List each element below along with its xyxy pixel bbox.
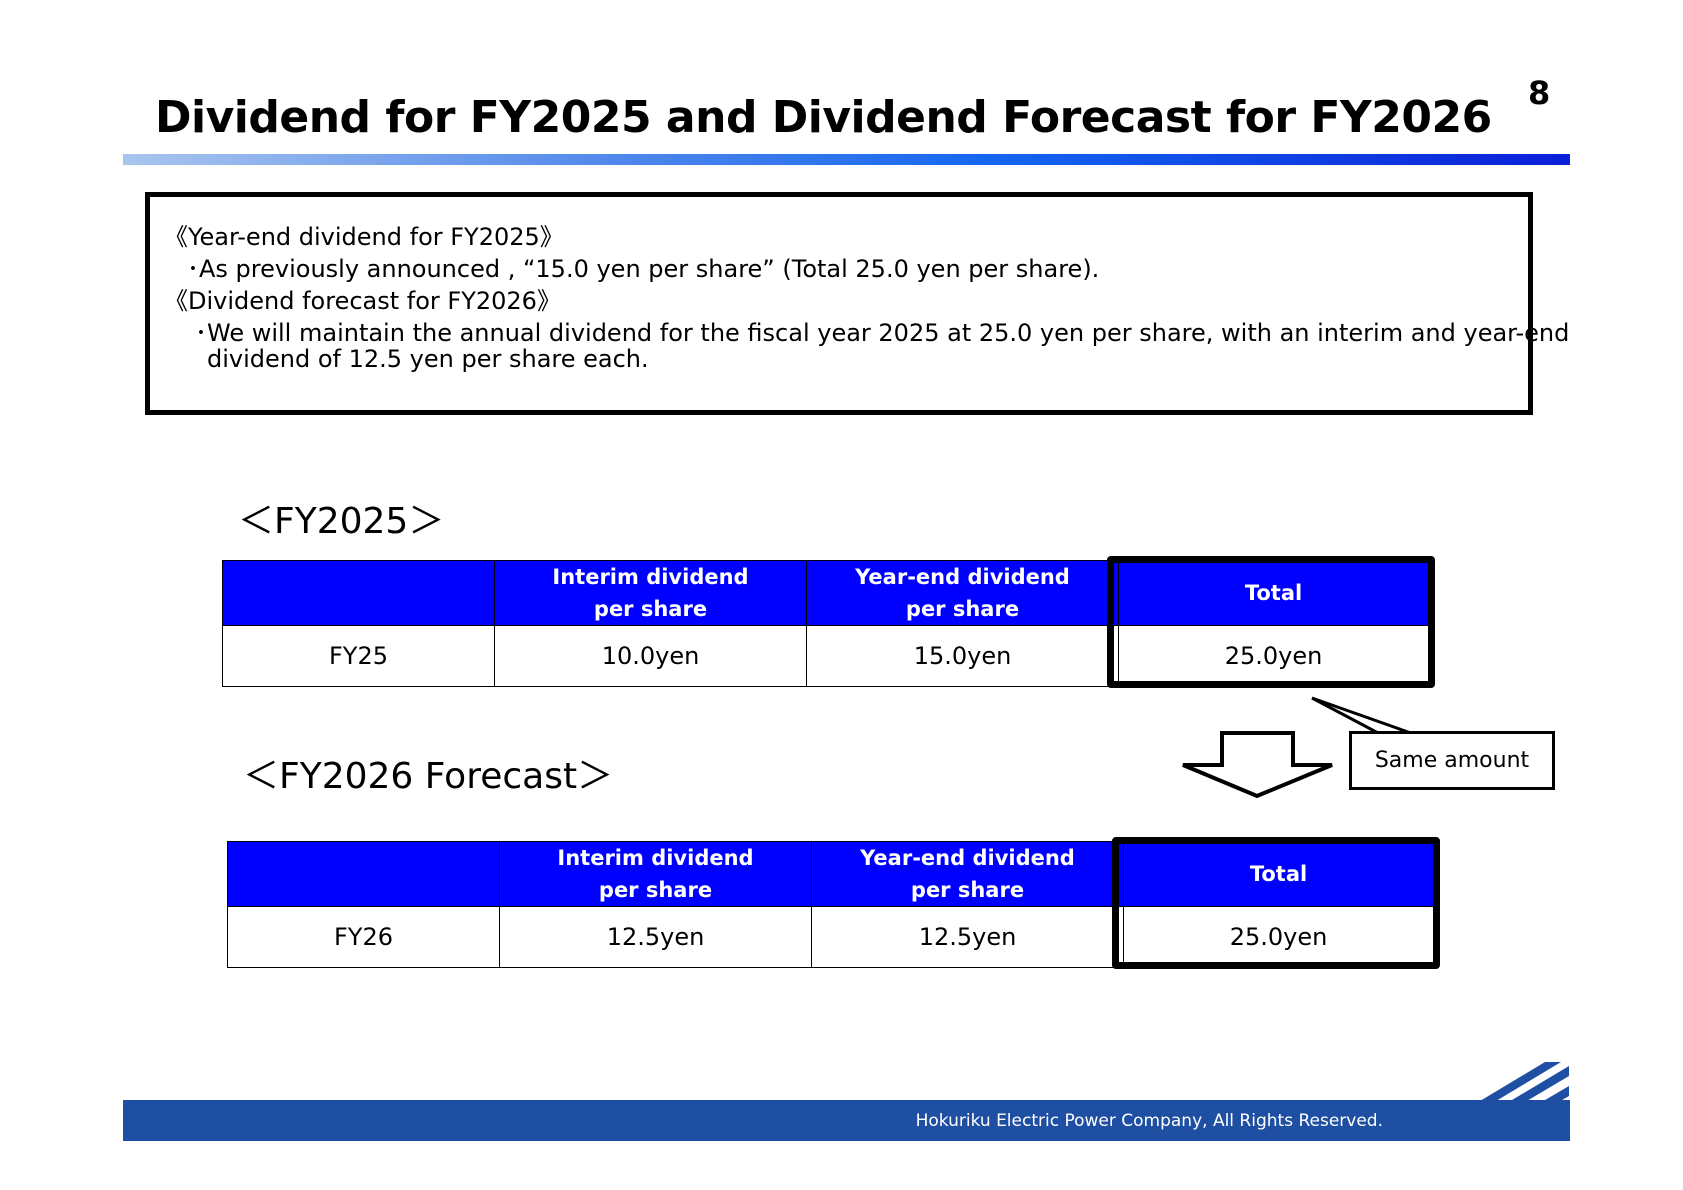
fy2025-dividend-table: Interim dividend per share Year-end divi… [222, 560, 1429, 687]
row-total-value: 25.0yen [1118, 625, 1429, 687]
fy2026-dividend-table: Interim dividend per share Year-end divi… [227, 841, 1434, 968]
header-yearend: Year-end dividend per share [811, 841, 1124, 907]
header-total: Total [1123, 841, 1434, 907]
row-label: FY25 [222, 625, 495, 687]
same-amount-callout: Same amount [1349, 731, 1555, 790]
row-interim-value: 12.5yen [499, 906, 812, 968]
page-number: 8 [1528, 74, 1551, 112]
footer-bar [123, 1100, 1570, 1141]
fy2025-heading: ＜FY2025＞ [238, 501, 445, 542]
header-yearend-line2: per share [905, 597, 1020, 621]
summary-box: 《Year-end dividend for FY2025》 ･As previ… [145, 192, 1569, 415]
row-total-value: 25.0yen [1123, 906, 1434, 968]
fy2025-total-highlight-frame [1107, 556, 1435, 688]
header-interim-line1: Interim dividend [557, 846, 754, 870]
header-empty-cell [222, 560, 495, 626]
header-interim: Interim dividend per share [499, 841, 812, 907]
row-interim-value: 10.0yen [494, 625, 807, 687]
header-interim: Interim dividend per share [494, 560, 807, 626]
table-header-row: Interim dividend per share Year-end divi… [222, 560, 1429, 626]
summary-heading-fy2025: 《Year-end dividend for FY2025》 [164, 223, 564, 251]
header-yearend: Year-end dividend per share [806, 560, 1119, 626]
header-yearend-line1: Year-end dividend [860, 846, 1075, 870]
header-interim-line2: per share [593, 597, 708, 621]
table-row: FY26 12.5yen 12.5yen 25.0yen [227, 906, 1434, 968]
fy2026-heading: ＜FY2026 Forecast＞ [243, 756, 614, 797]
header-empty-cell [227, 841, 500, 907]
stripes-logo-icon [1415, 1062, 1569, 1140]
header-yearend-line2: per share [910, 878, 1025, 902]
title-underline-bar [123, 154, 1570, 165]
fy2026-total-highlight-frame [1112, 837, 1440, 969]
header-interim-line1: Interim dividend [552, 565, 749, 589]
row-label: FY26 [227, 906, 500, 968]
table-header-row: Interim dividend per share Year-end divi… [227, 841, 1434, 907]
summary-heading-fy2026: 《Dividend forecast for FY2026》 [164, 287, 561, 315]
table-row: FY25 10.0yen 15.0yen 25.0yen [222, 625, 1429, 687]
summary-bullet-fy2025: ･As previously announced , “15.0 yen per… [187, 255, 1100, 283]
summary-bullet-fy2026-line1: ･We will maintain the annual dividend fo… [195, 319, 1570, 347]
summary-bullet-fy2026-line2: dividend of 12.5 yen per share each. [207, 345, 649, 373]
header-yearend-line1: Year-end dividend [855, 565, 1070, 589]
copyright-text: Hokuriku Electric Power Company, All Rig… [915, 1111, 1383, 1131]
row-yearend-value: 12.5yen [811, 906, 1124, 968]
row-yearend-value: 15.0yen [806, 625, 1119, 687]
down-arrow-icon [1182, 731, 1333, 799]
header-interim-line2: per share [598, 878, 713, 902]
page-title: Dividend for FY2025 and Dividend Forecas… [155, 92, 1492, 143]
